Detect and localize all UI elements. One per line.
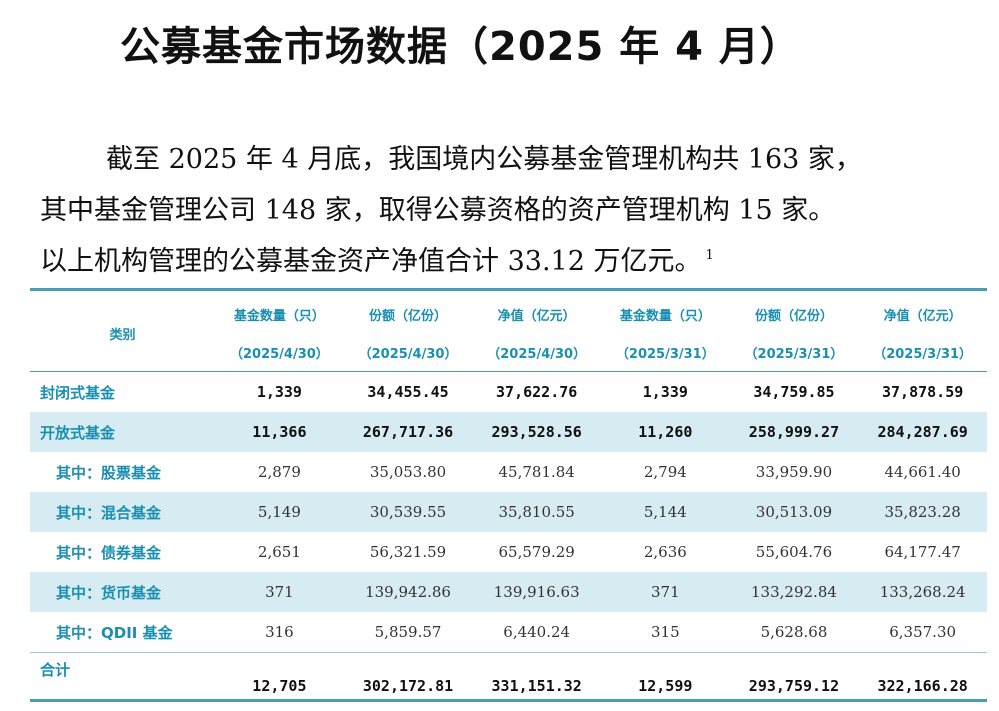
table-row-open-end: 开放式基金 11,366 267,717.36 293,528.56 11,26…	[30, 412, 987, 452]
table-cell: 267,717.36	[343, 412, 473, 452]
table-cell: 2,794	[643, 463, 687, 481]
column-date-apr: （2025/4/30）	[229, 346, 329, 362]
table-cell: 64,177.47	[884, 543, 961, 561]
table-cell: 139,942.86	[343, 572, 473, 612]
table-cell: 1,339	[642, 383, 688, 401]
table-cell: 331,151.32	[472, 652, 601, 701]
table-cell: 11,260	[601, 412, 730, 452]
intro-line-2: 其中基金管理公司 148 家，取得公募资格的资产管理机构 15 家。	[40, 195, 836, 226]
column-header-fund-count-mar: 基金数量（只）	[619, 308, 711, 324]
table-cell: 371	[215, 572, 344, 612]
row-label: 开放式基金	[30, 412, 216, 452]
row-label: 其中：债券基金	[56, 543, 162, 562]
category-header: 类别	[109, 327, 136, 343]
column-header-nav-apr: 净值（亿元）	[497, 308, 576, 324]
column-header-nav-mar: 净值（亿元）	[883, 308, 962, 324]
table-cell: 293,528.56	[472, 412, 601, 452]
table-cell: 44,661.40	[884, 463, 961, 481]
table-cell: 37,622.76	[496, 383, 578, 401]
table-row-equity: 其中：股票基金 2,879 35,053.80 45,781.84 2,794 …	[30, 452, 987, 492]
column-date-apr: （2025/4/30）	[487, 346, 587, 362]
table-row-qdii: 其中：QDII 基金 316 5,859.57 6,440.24 315 5,6…	[30, 612, 987, 653]
row-label: 其中：货币基金	[30, 572, 216, 612]
row-label: 封闭式基金	[40, 383, 116, 402]
table-cell: 35,053.80	[369, 463, 447, 481]
table-cell: 322,166.28	[858, 652, 987, 701]
table-cell: 12,599	[601, 652, 730, 701]
table-cell: 34,455.45	[367, 383, 449, 401]
table-cell: 371	[601, 572, 730, 612]
table-cell: 5,144	[601, 492, 730, 532]
intro-line-3-text: 以上机构管理的公募基金资产净值合计 33.12 万亿元。	[40, 246, 702, 277]
table-cell: 65,579.29	[498, 543, 575, 561]
table-cell: 55,604.76	[755, 543, 833, 561]
table-row-closed-end: 封闭式基金 1,339 34,455.45 37,622.76 1,339 34…	[30, 372, 987, 413]
table-header: 类别 基金数量（只） 份额（亿份） 净值（亿元） 基金数量（只） 份额（亿份） …	[30, 290, 987, 372]
table-cell: 5,149	[215, 492, 344, 532]
column-date-mar: （2025/3/31）	[873, 346, 973, 362]
column-date-mar: （2025/3/31）	[615, 346, 715, 362]
table-cell: 35,810.55	[472, 492, 601, 532]
column-date-apr: （2025/4/30）	[358, 346, 458, 362]
footnote-marker: 1	[705, 248, 714, 263]
table-cell: 258,999.27	[729, 412, 859, 452]
table-cell: 30,539.55	[343, 492, 473, 532]
table-cell: 2,879	[257, 463, 301, 481]
table-cell: 5,859.57	[374, 623, 442, 641]
intro-line-3: 以上机构管理的公募基金资产净值合计 33.12 万亿元。 1	[40, 236, 970, 287]
table-cell: 302,172.81	[343, 652, 473, 701]
table-cell: 6,357.30	[889, 623, 957, 641]
intro-line-1: 截至 2025 年 4 月底，我国境内公募基金管理机构共 163 家，	[106, 144, 862, 175]
column-date-mar: （2025/3/31）	[744, 346, 844, 362]
column-header-fund-count-apr: 基金数量（只）	[233, 308, 325, 324]
table-row-hybrid: 其中：混合基金 5,149 30,539.55 35,810.55 5,144 …	[30, 492, 987, 532]
row-label: 其中：股票基金	[56, 463, 162, 482]
column-header-shares-apr: 份额（亿份）	[369, 308, 448, 324]
table-cell: 30,513.09	[729, 492, 859, 532]
row-label: 合计	[30, 652, 216, 701]
table-cell: 315	[651, 623, 680, 641]
table-cell: 5,628.68	[760, 623, 828, 641]
fund-data-table: 类别 基金数量（只） 份额（亿份） 净值（亿元） 基金数量（只） 份额（亿份） …	[30, 288, 987, 702]
table-cell: 56,321.59	[369, 543, 447, 561]
column-header-shares-mar: 份额（亿份）	[754, 308, 833, 324]
table-cell: 45,781.84	[498, 463, 575, 481]
table-cell: 33,959.90	[755, 463, 833, 481]
table-cell: 284,287.69	[858, 412, 987, 452]
table-cell: 316	[265, 623, 294, 641]
table-cell: 2,636	[643, 543, 687, 561]
table-cell: 2,651	[257, 543, 301, 561]
table-row-bond: 其中：债券基金 2,651 56,321.59 65,579.29 2,636 …	[30, 532, 987, 572]
table-cell: 37,878.59	[882, 383, 964, 401]
table-cell: 12,705	[215, 652, 344, 701]
row-label: 其中：QDII 基金	[56, 623, 173, 642]
table-cell: 1,339	[256, 383, 302, 401]
table-cell: 139,916.63	[472, 572, 601, 612]
table-row-money-market: 其中：货币基金 371 139,942.86 139,916.63 371 13…	[30, 572, 987, 612]
table-row-total: 合计 12,705 302,172.81 331,151.32 12,599 2…	[30, 652, 987, 701]
intro-paragraph: 截至 2025 年 4 月底，我国境内公募基金管理机构共 163 家， 其中基金…	[40, 134, 970, 287]
table-cell: 11,366	[215, 412, 344, 452]
table-cell: 6,440.24	[503, 623, 571, 641]
table-cell: 293,759.12	[729, 652, 859, 701]
table-cell: 35,823.28	[858, 492, 987, 532]
table-cell: 34,759.85	[753, 383, 835, 401]
page-title: 公募基金市场数据（2025 年 4 月）	[120, 24, 801, 70]
row-label: 其中：混合基金	[30, 492, 216, 532]
table-cell: 133,268.24	[858, 572, 987, 612]
table-cell: 133,292.84	[729, 572, 859, 612]
